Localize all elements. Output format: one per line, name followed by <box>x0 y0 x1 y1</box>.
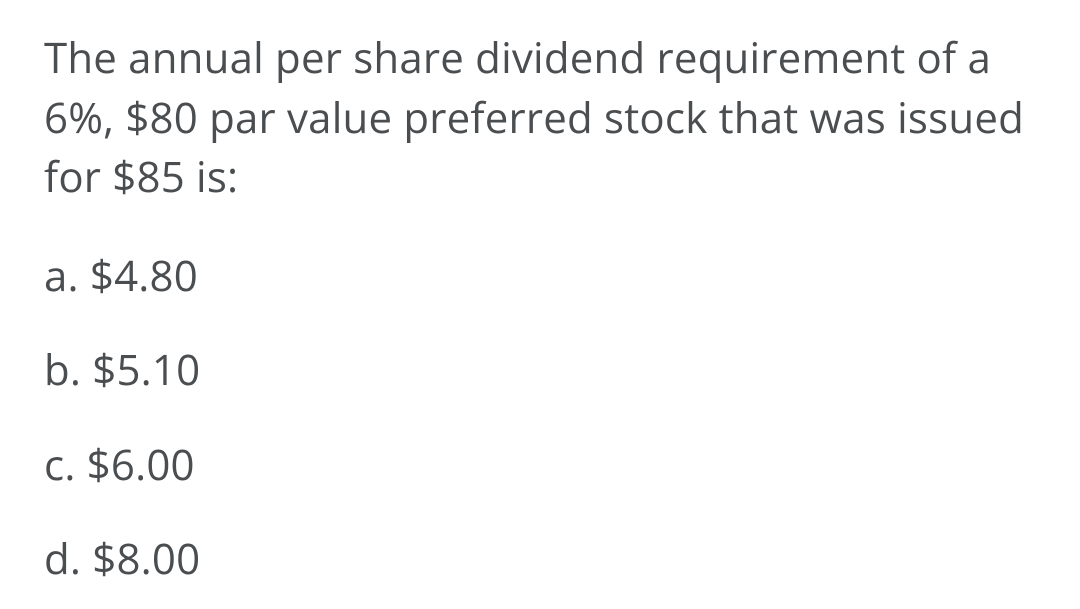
option-a[interactable]: a. $4.80 <box>44 251 1036 301</box>
option-c[interactable]: c. $6.00 <box>44 440 1036 490</box>
option-d[interactable]: d. $8.00 <box>44 534 1036 584</box>
question-container: The annual per share dividend requiremen… <box>0 0 1080 584</box>
question-text: The annual per share dividend requiremen… <box>44 28 1036 207</box>
options-list: a. $4.80 b. $5.10 c. $6.00 d. $8.00 <box>44 251 1036 585</box>
option-b[interactable]: b. $5.10 <box>44 345 1036 395</box>
